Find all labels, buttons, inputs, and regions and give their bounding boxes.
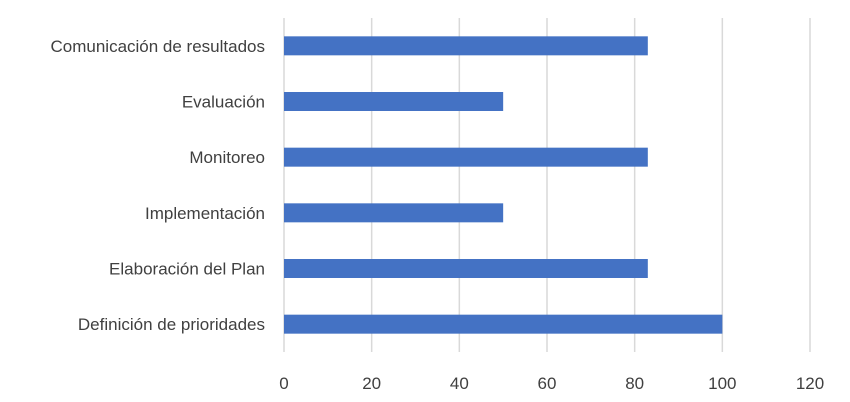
x-tick-labels: 0 20 40 60 80 100 120 xyxy=(279,374,824,393)
bar xyxy=(284,147,648,167)
bar xyxy=(284,92,504,111)
bar xyxy=(284,259,648,278)
category-label: Definición de prioridades xyxy=(78,315,265,334)
x-tick-label: 80 xyxy=(625,374,644,393)
category-label: Elaboración del Plan xyxy=(109,260,265,279)
category-label: Monitoreo xyxy=(189,148,265,167)
x-tick-label: 40 xyxy=(450,374,469,393)
category-label: Implementación xyxy=(145,204,265,223)
x-tick-label: 100 xyxy=(708,374,736,393)
gridlines xyxy=(283,18,811,352)
bar xyxy=(284,36,648,56)
bar xyxy=(284,203,504,223)
x-tick-label: 60 xyxy=(538,374,557,393)
bars xyxy=(284,36,723,334)
x-tick-label: 120 xyxy=(796,374,824,393)
x-tick-label: 0 xyxy=(279,374,288,393)
category-label: Comunicación de resultados xyxy=(50,37,265,56)
category-labels: Comunicación de resultados Evaluación Moni… xyxy=(50,37,265,334)
category-label: Evaluación xyxy=(182,93,265,112)
bar xyxy=(284,314,723,334)
x-tick-label: 20 xyxy=(362,374,381,393)
